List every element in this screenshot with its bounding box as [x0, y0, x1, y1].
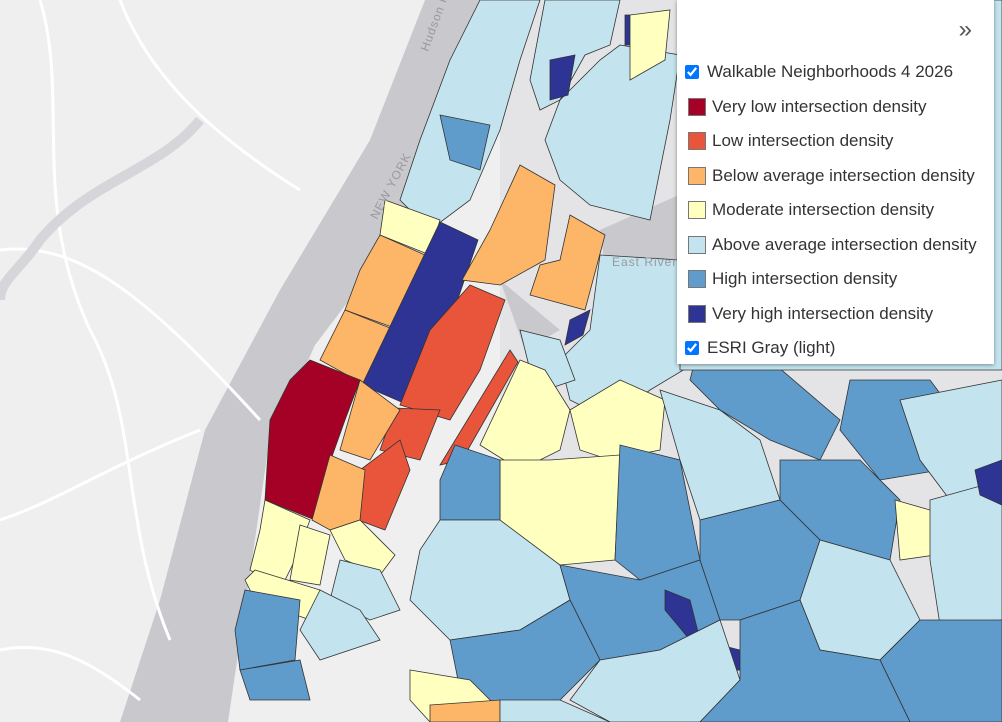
layer-row: Walkable Neighborhoods 4 2026: [685, 59, 953, 85]
road: [118, 0, 301, 192]
neighborhood: [357, 439, 411, 531]
neighborhood: [461, 164, 556, 286]
legend-item: Moderate intersection density: [685, 197, 934, 223]
legend-item: Very high intersection density: [685, 301, 933, 327]
neighborhood: [699, 599, 911, 722]
neighborhood: [879, 619, 1002, 722]
neighborhood: [479, 359, 571, 471]
neighborhood: [289, 524, 331, 586]
layer-checkbox[interactable]: [685, 341, 699, 355]
legend-item: Above average intersection density: [685, 232, 977, 258]
east-river: [500, 190, 700, 350]
neighborhood: [529, 214, 606, 311]
layer-row: ESRI Gray (light): [685, 335, 835, 361]
neighborhood: [629, 9, 671, 81]
neighborhood: [544, 44, 681, 221]
layer-label: Walkable Neighborhoods 4 2026: [707, 62, 954, 81]
neighborhood: [569, 379, 666, 461]
legend-label: Very high intersection density: [712, 303, 934, 323]
layer-legend: » Walkable Neighborhoods 4 2026 Very low …: [677, 0, 994, 364]
legend-item: Very low intersection density: [685, 94, 927, 120]
legend-swatch: [688, 132, 706, 150]
neighborhood: [429, 699, 501, 722]
neighborhood: [499, 699, 611, 722]
legend-swatch: [688, 201, 706, 219]
neighborhood: [549, 54, 576, 101]
neighborhood: [234, 589, 301, 671]
neighborhood: [894, 499, 936, 561]
legend-label: Below average intersection density: [712, 165, 975, 185]
legend-label: Above average intersection density: [712, 234, 977, 254]
neighborhood: [399, 0, 541, 231]
legend-item: Low intersection density: [685, 128, 893, 154]
neighborhood: [339, 379, 401, 461]
neighborhood: [239, 659, 311, 701]
neighborhood: [399, 284, 506, 421]
legend-swatch: [688, 166, 706, 185]
legend-label: Very low intersection density: [712, 96, 927, 116]
legend-label: Low intersection density: [712, 131, 894, 150]
collapse-button[interactable]: »: [958, 16, 972, 43]
legend-label: Moderate intersection density: [712, 200, 935, 219]
legend-swatch: [688, 235, 706, 254]
neighborhood: [929, 479, 1002, 626]
legend-label: High intersection density: [712, 269, 898, 288]
neighborhood: [974, 459, 1002, 506]
neighborhood: [564, 309, 591, 346]
legend-item: Below average intersection density: [685, 163, 975, 189]
road: [38, 0, 172, 641]
legend-item: High intersection density: [685, 266, 897, 292]
legend-swatch: [688, 270, 706, 288]
legend-swatch: [688, 97, 706, 116]
road: [0, 428, 201, 522]
neighborhood: [299, 589, 381, 661]
legend-swatch: [688, 304, 706, 323]
river: [0, 116, 204, 301]
neighborhood: [329, 519, 396, 576]
road: [0, 645, 141, 702]
layer-checkbox[interactable]: [685, 65, 699, 79]
layer-label: ESRI Gray (light): [707, 338, 836, 357]
neighborhood: [439, 114, 491, 171]
map-label: East River: [612, 255, 677, 269]
